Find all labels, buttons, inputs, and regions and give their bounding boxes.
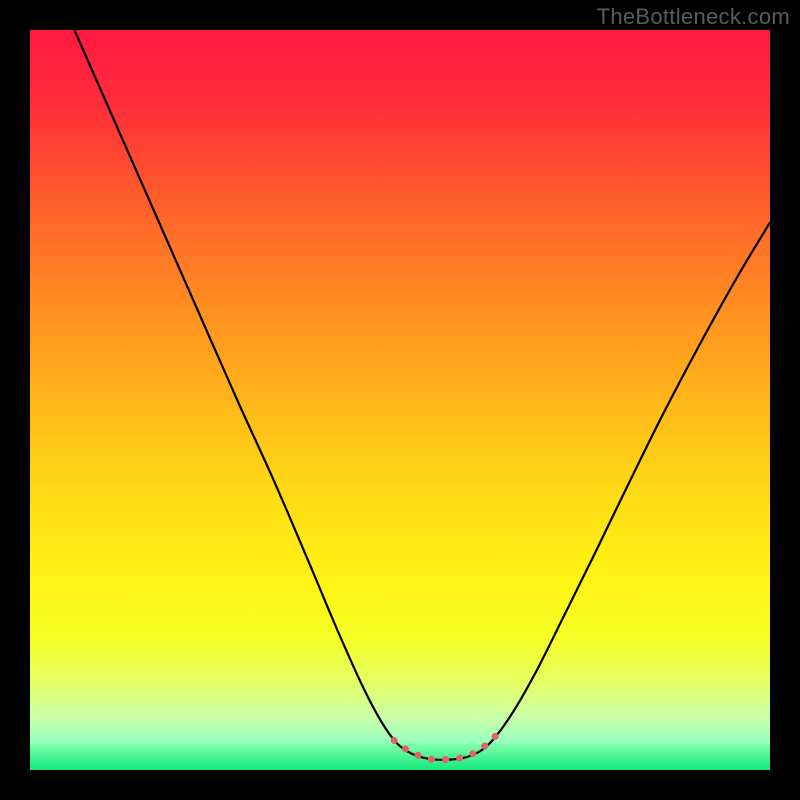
chart-stage: TheBottleneck.com	[0, 0, 800, 800]
valley-marker-dots	[394, 732, 499, 759]
watermark-text: TheBottleneck.com	[597, 4, 790, 30]
curve-path	[74, 30, 770, 760]
bottleneck-curve	[30, 30, 770, 770]
plot-area	[30, 30, 770, 770]
